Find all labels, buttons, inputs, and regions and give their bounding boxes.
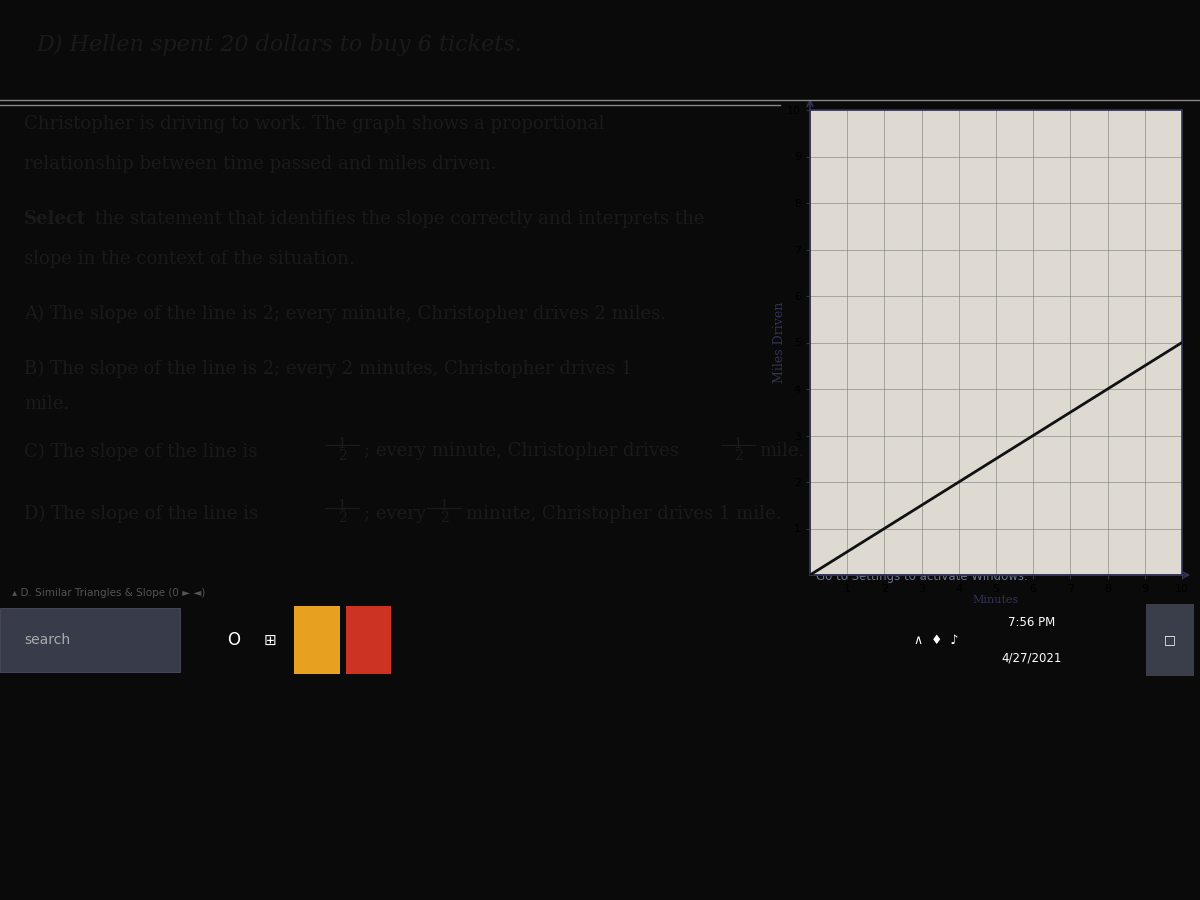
Text: ⊞: ⊞ <box>264 633 276 647</box>
Text: □: □ <box>1164 634 1176 646</box>
Text: D) Hellen spent 20 dollars to buy 6 tickets.: D) Hellen spent 20 dollars to buy 6 tick… <box>36 34 522 56</box>
Text: 1: 1 <box>733 436 743 451</box>
Text: Go to Settings to activate Windows.: Go to Settings to activate Windows. <box>816 570 1027 583</box>
Text: 1: 1 <box>337 499 347 513</box>
Text: minute, Christopher drives 1 mile.: minute, Christopher drives 1 mile. <box>466 505 781 523</box>
Text: ; every minute, Christopher drives: ; every minute, Christopher drives <box>364 443 678 461</box>
Bar <box>294 607 340 673</box>
Bar <box>0 608 180 672</box>
Text: mile.: mile. <box>760 443 805 461</box>
Text: relationship between time passed and miles driven.: relationship between time passed and mil… <box>24 155 497 173</box>
Bar <box>346 607 391 673</box>
Text: 2: 2 <box>733 448 743 463</box>
Text: slope in the context of the situation.: slope in the context of the situation. <box>24 250 355 268</box>
Text: D) The slope of the line is: D) The slope of the line is <box>24 505 258 523</box>
Text: 2: 2 <box>439 511 449 525</box>
Text: mile.: mile. <box>24 395 70 413</box>
Bar <box>1146 604 1194 676</box>
Text: 1: 1 <box>439 499 449 513</box>
Text: search: search <box>24 633 70 647</box>
Text: 2: 2 <box>337 511 347 525</box>
Text: 2: 2 <box>337 448 347 463</box>
Text: C) The slope of the line is: C) The slope of the line is <box>24 443 258 461</box>
Text: 7:56 PM: 7:56 PM <box>1008 616 1056 629</box>
Text: Christopher is driving to work. The graph shows a proportional: Christopher is driving to work. The grap… <box>24 115 605 133</box>
Text: 4/27/2021: 4/27/2021 <box>1002 651 1062 664</box>
Text: 1: 1 <box>337 436 347 451</box>
Text: O: O <box>228 631 240 649</box>
Text: ▴ D. Similar Triangles & Slope (0 ► ◄): ▴ D. Similar Triangles & Slope (0 ► ◄) <box>12 588 205 598</box>
Text: B) The slope of the line is 2; every 2 minutes, Christopher drives 1: B) The slope of the line is 2; every 2 m… <box>24 360 632 378</box>
Text: the statement that identifies the slope correctly and interprets the: the statement that identifies the slope … <box>89 210 704 228</box>
Text: ∧  ♦  ♪: ∧ ♦ ♪ <box>914 634 958 646</box>
Text: Select: Select <box>24 210 86 228</box>
Text: Activate Windows: Activate Windows <box>816 535 952 550</box>
Text: A) The slope of the line is 2; every minute, Christopher drives 2 miles.: A) The slope of the line is 2; every min… <box>24 305 666 323</box>
X-axis label: Minutes: Minutes <box>973 596 1019 606</box>
Y-axis label: Miles Driven: Miles Driven <box>773 302 786 383</box>
Text: ; every: ; every <box>364 505 426 523</box>
